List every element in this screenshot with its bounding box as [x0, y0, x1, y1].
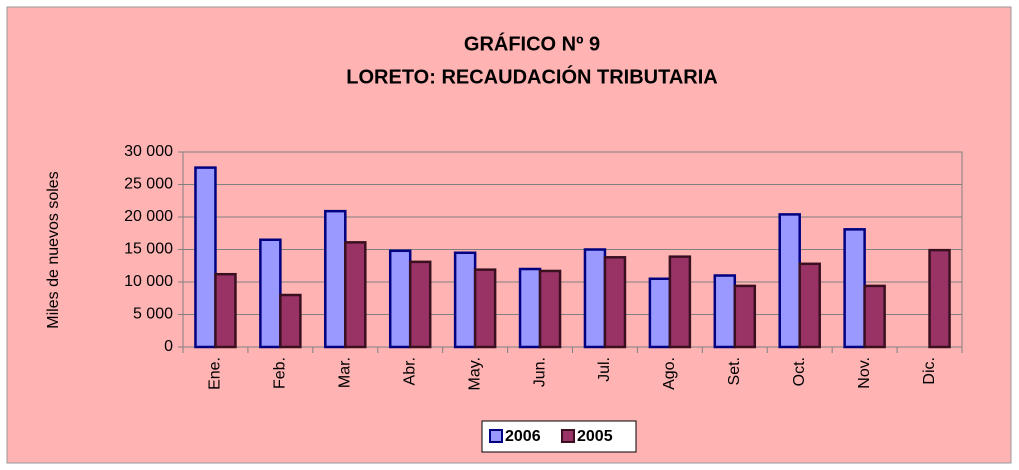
bar: [473, 268, 497, 349]
bar: [798, 262, 821, 349]
y-tick-label: 25 000: [124, 176, 173, 193]
x-tick-label: Set.: [726, 357, 743, 385]
bar: [603, 256, 627, 349]
x-tick-label: Nov.: [856, 357, 873, 389]
x-tick-label: Feb.: [272, 357, 289, 389]
bar: [538, 269, 562, 349]
x-tick-label: Oct.: [791, 357, 808, 386]
legend-swatch: [489, 429, 503, 443]
bar: [408, 260, 432, 349]
bar: [324, 209, 347, 349]
bar: [863, 284, 886, 349]
y-tick-label: 15 000: [124, 241, 173, 258]
bar: [279, 293, 302, 349]
bar: [194, 166, 217, 349]
y-tick-label: 0: [164, 338, 173, 355]
x-tick-label: Mar.: [337, 357, 354, 388]
x-tick-label: Ago.: [661, 357, 678, 390]
y-tick-label: 20 000: [124, 208, 173, 225]
bar: [843, 228, 866, 349]
y-tick-label: 5 000: [133, 306, 173, 323]
x-tick-label: Dic.: [921, 357, 938, 385]
bar: [214, 272, 237, 349]
bar: [733, 284, 757, 349]
legend-box: [481, 420, 637, 453]
legend-swatch: [561, 429, 575, 443]
bar: [778, 213, 801, 349]
x-tick-label: Ene.: [207, 357, 224, 390]
bar: [583, 248, 607, 349]
bar: [668, 255, 692, 349]
x-tick-label: Abr.: [401, 357, 418, 385]
chart-subtitle: LORETO: RECAUDACIÓN TRIBUTARIA: [346, 64, 717, 88]
x-tick-label: May.: [466, 357, 483, 390]
bar: [928, 248, 951, 349]
bar: [388, 249, 412, 349]
bar: [453, 251, 477, 349]
bar: [648, 277, 672, 349]
x-tick-label: Jun.: [531, 357, 548, 387]
y-tick-label: 30 000: [124, 143, 173, 160]
x-tick-label: Jul.: [596, 357, 613, 382]
legend-label: 2006: [505, 428, 541, 445]
legend-label: 2005: [577, 428, 613, 445]
y-tick-label: 10 000: [124, 273, 173, 290]
y-axis-label: Miles de nuevos soles: [45, 171, 62, 328]
bar: [713, 274, 737, 349]
chart-title: GRÁFICO Nº 9: [464, 32, 600, 55]
bar: [344, 241, 367, 349]
bar: [518, 267, 542, 349]
bar: [259, 238, 282, 349]
